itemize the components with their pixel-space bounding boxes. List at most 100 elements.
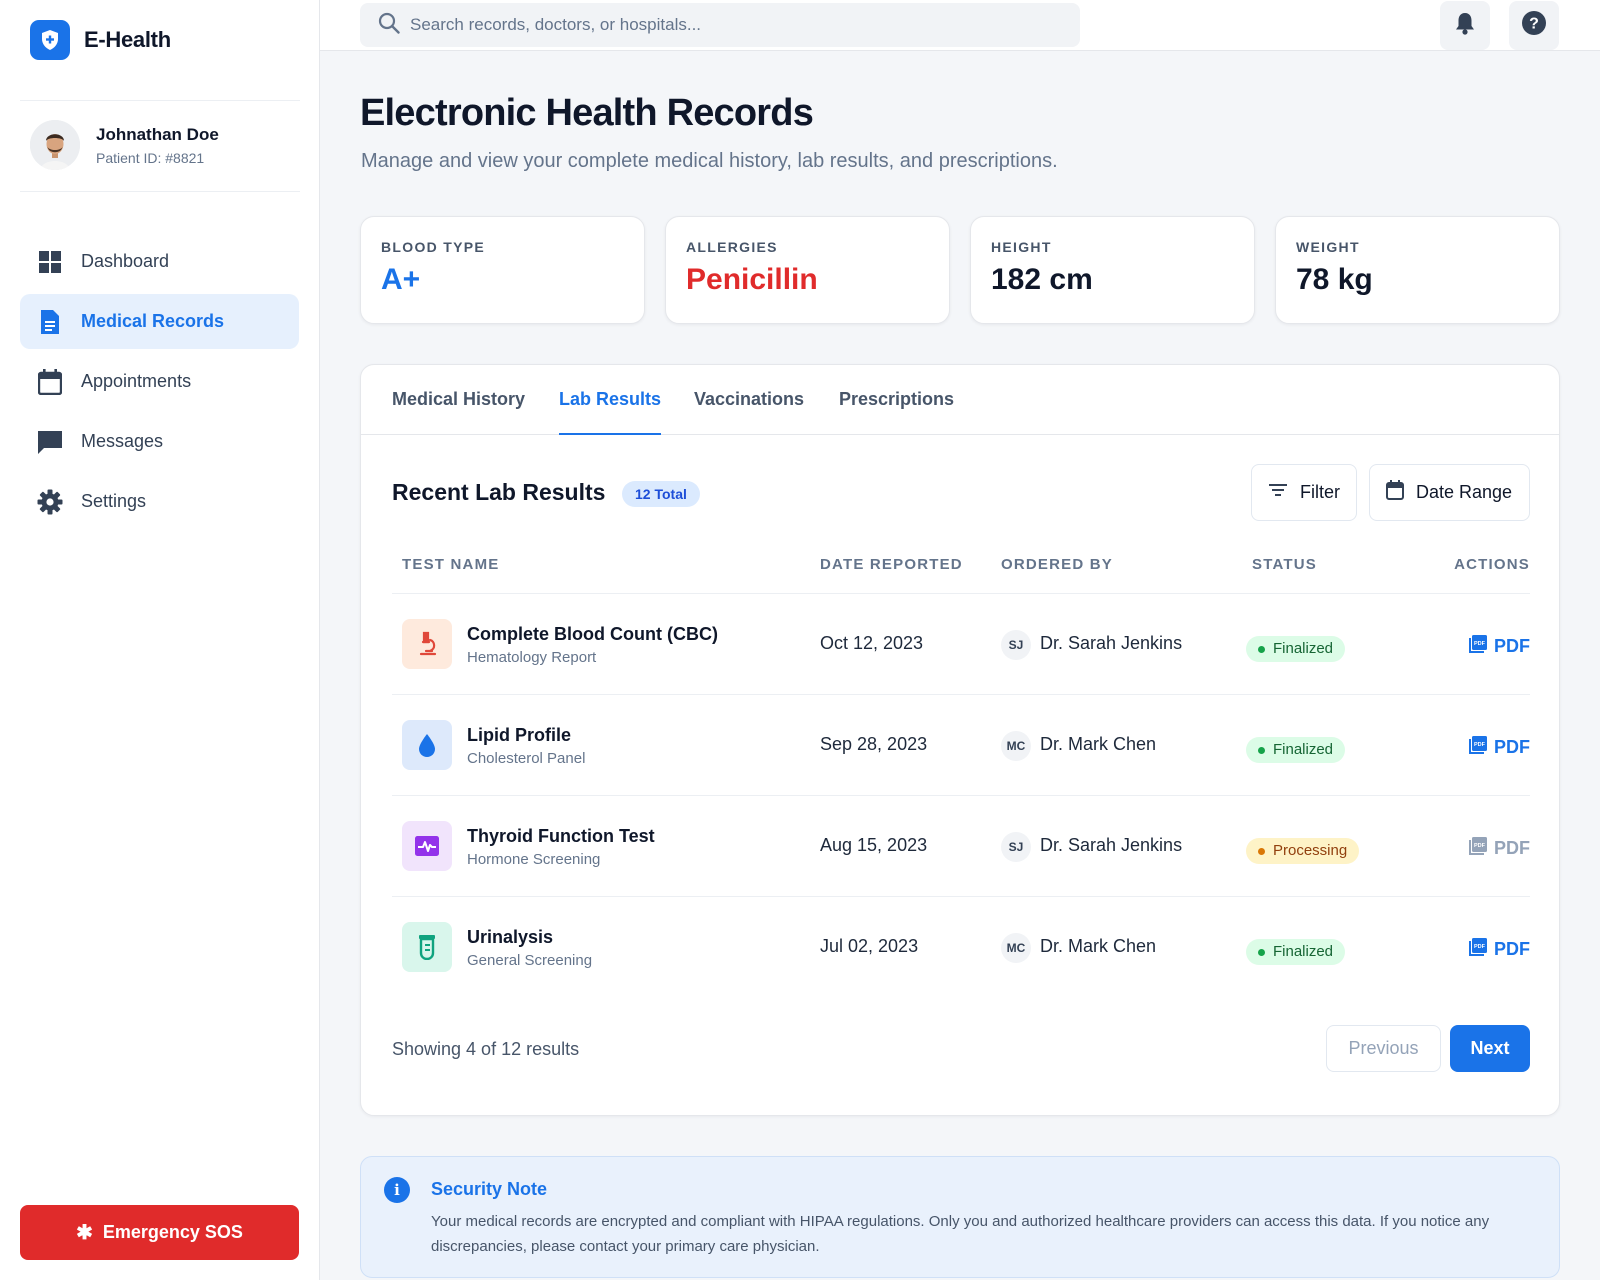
user-name: Johnathan Doe (96, 124, 219, 144)
test-name: Thyroid Function Test (467, 826, 655, 846)
date-reported: Jul 02, 2023 (820, 936, 919, 956)
status-badge: Finalized (1246, 939, 1346, 965)
ordered-by: Dr. Mark Chen (1040, 734, 1157, 754)
table-header: TEST NAME DATE REPORTED ORDERED BY STATU… (361, 555, 1561, 595)
search-icon (378, 12, 400, 39)
doctor-avatar: MC (1001, 933, 1031, 963)
doctor-avatar: SJ (1001, 832, 1031, 862)
pulse-icon (402, 821, 452, 871)
column-header: TEST NAME (402, 556, 500, 573)
test-category: General Screening (467, 952, 593, 969)
tab-vaccinations[interactable]: Vaccinations (694, 389, 805, 409)
table-row[interactable]: Complete Blood Count (CBC) Hematology Re… (392, 593, 1530, 694)
emergency-sos-label: Emergency SOS (102, 1222, 243, 1242)
next-page-button[interactable]: Next (1450, 1025, 1530, 1072)
ordered-by: Dr. Mark Chen (1040, 936, 1157, 956)
search-input[interactable] (410, 15, 1030, 35)
sidebar-item-appointments[interactable]: Appointments (20, 354, 299, 409)
pdf-label: PDF (1494, 838, 1530, 858)
date-reported: Aug 15, 2023 (820, 835, 928, 855)
brand[interactable]: E-Health (30, 20, 171, 60)
sidebar-item-settings[interactable]: Settings (20, 474, 299, 529)
sidebar-item-label: Messages (81, 431, 164, 451)
svg-text:PDF: PDF (1474, 944, 1486, 950)
calendar-icon (1386, 480, 1404, 505)
stat-value: 182 cm (991, 263, 1093, 296)
sidebar-item-medical-records[interactable]: Medical Records (20, 294, 299, 349)
test-name: Complete Blood Count (CBC) (467, 624, 718, 644)
date-reported: Oct 12, 2023 (820, 633, 924, 653)
date-range-label: Date Range (1416, 482, 1513, 502)
bell-icon (1454, 11, 1476, 40)
test-name: Urinalysis (467, 927, 554, 947)
table-row[interactable]: Thyroid Function Test Hormone Screening … (392, 795, 1530, 896)
tab-lab-results[interactable]: Lab Results (559, 365, 662, 435)
tab-prescriptions[interactable]: Prescriptions (839, 389, 955, 409)
date-range-button[interactable]: Date Range (1369, 464, 1530, 521)
sidebar-nav: Dashboard Medical Records Appointments M… (20, 234, 299, 534)
table-row[interactable]: Lipid Profile Cholesterol Panel Sep 28, … (392, 694, 1530, 795)
status-badge: Processing (1246, 838, 1360, 864)
emergency-sos-button[interactable]: ✱ Emergency SOS (20, 1205, 299, 1260)
sidebar-item-label: Medical Records (81, 311, 225, 331)
sidebar-item-label: Appointments (81, 371, 192, 391)
test-category: Cholesterol Panel (467, 750, 586, 767)
test-category: Hematology Report (467, 649, 597, 666)
sidebar-item-label: Dashboard (81, 251, 170, 271)
page-title: Electronic Health Records (360, 92, 814, 134)
pagination-summary: Showing 4 of 12 results (392, 1039, 580, 1059)
patient-id: Patient ID: #8821 (96, 149, 205, 166)
status-badge: Finalized (1246, 636, 1346, 662)
pdf-label: PDF (1494, 939, 1530, 959)
calendar-icon (37, 368, 63, 395)
stat-value: A+ (381, 263, 421, 296)
table-row[interactable]: Urinalysis General Screening Jul 02, 202… (392, 896, 1530, 997)
asterisk-icon: ✱ (76, 1222, 93, 1244)
pdf-label: PDF (1494, 737, 1530, 757)
stat-label: WEIGHT (1296, 239, 1360, 255)
test-category: Hormone Screening (467, 851, 601, 868)
divider (20, 191, 300, 192)
stat-card-blood-type: BLOOD TYPE A+ (360, 216, 645, 324)
records-card: Medical History Lab Results Vaccinations… (360, 364, 1560, 1116)
doctor-avatar: SJ (1001, 630, 1031, 660)
stat-label: ALLERGIES (686, 239, 778, 255)
filter-icon (1268, 482, 1288, 503)
column-header: STATUS (1252, 556, 1317, 573)
avatar (30, 120, 80, 170)
help-button[interactable]: ? (1509, 1, 1559, 50)
pdf-icon: PDF (1468, 836, 1488, 861)
record-tabs: Medical History Lab Results Vaccinations… (361, 365, 1559, 435)
pdf-download-button[interactable]: PDF PDF (1468, 735, 1530, 760)
pdf-label: PDF (1494, 636, 1530, 656)
notifications-button[interactable] (1440, 1, 1490, 50)
pdf-download-button[interactable]: PDF PDF (1468, 634, 1530, 659)
microscope-icon (402, 619, 452, 669)
section-title: Recent Lab Results (392, 479, 606, 505)
user-profile[interactable]: Johnathan Doe Patient ID: #8821 (30, 120, 219, 170)
sidebar-item-messages[interactable]: Messages (20, 414, 299, 469)
previous-page-button[interactable]: Previous (1326, 1025, 1441, 1072)
svg-text:?: ? (1529, 16, 1539, 33)
document-icon (37, 309, 63, 335)
pdf-download-button[interactable]: PDF PDF (1468, 836, 1530, 861)
column-header: ACTIONS (1454, 556, 1530, 573)
stat-label: BLOOD TYPE (381, 239, 486, 255)
stat-card-allergies: ALLERGIES Penicillin (665, 216, 950, 324)
filter-button[interactable]: Filter (1251, 464, 1357, 521)
stat-value: 78 kg (1296, 263, 1373, 296)
sidebar-item-label: Settings (81, 491, 147, 511)
security-note: i Security Note Your medical records are… (360, 1156, 1560, 1278)
svg-text:PDF: PDF (1474, 641, 1486, 647)
filter-label: Filter (1300, 482, 1340, 502)
svg-text:PDF: PDF (1474, 742, 1486, 748)
security-note-text: Your medical records are encrypted and c… (431, 1213, 1490, 1255)
search-bar[interactable] (360, 3, 1080, 47)
total-badge: 12 Total (622, 481, 700, 507)
sidebar-item-dashboard[interactable]: Dashboard (20, 234, 299, 289)
stat-label: HEIGHT (991, 239, 1052, 255)
tab-medical-history[interactable]: Medical History (392, 389, 526, 409)
pdf-download-button[interactable]: PDF PDF (1468, 937, 1530, 962)
doctor-avatar: MC (1001, 731, 1031, 761)
shield-plus-icon (30, 20, 70, 60)
